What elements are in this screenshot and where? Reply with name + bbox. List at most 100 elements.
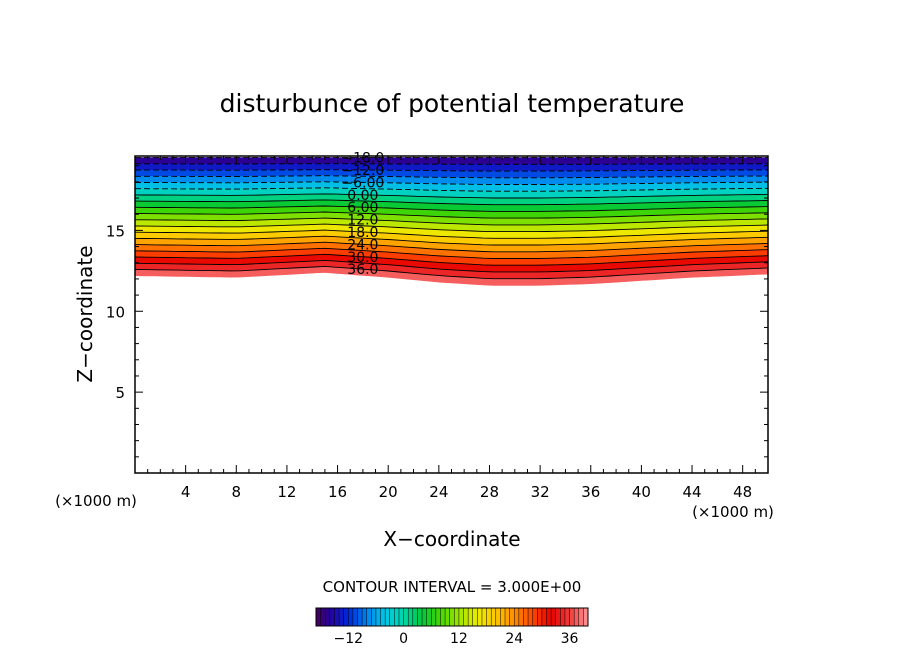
colorbar-tick-labels: −12 0 12 24 36 — [333, 631, 578, 647]
x-tick-labels: 4 8 12 16 20 24 28 32 36 40 44 48 — [181, 483, 752, 501]
contour-line — [135, 211, 768, 219]
contour-line — [135, 187, 768, 192]
colorbar-cell — [316, 608, 321, 626]
colorbar-cell — [422, 608, 427, 626]
colorbar-cell — [343, 608, 349, 626]
colorbar-cell — [375, 608, 381, 626]
colorbar-cell — [440, 608, 446, 626]
colorbar-cell — [574, 608, 580, 626]
colorbar-cell — [445, 608, 450, 626]
colorbar-cell — [500, 608, 506, 626]
contour-line — [135, 175, 768, 179]
colorbar-cell — [472, 608, 478, 626]
contour-label: 12.0 — [347, 213, 378, 229]
colorbar-cell — [486, 608, 492, 626]
contour-interval-text: CONTOUR INTERVAL = 3.000E+00 — [323, 578, 582, 596]
contour-label: 6.00 — [347, 200, 378, 216]
contour-label: 30.0 — [347, 250, 378, 266]
x-tick-label: 32 — [531, 483, 550, 501]
contour-label: −6.00 — [341, 175, 384, 191]
colorbar-cell — [463, 608, 469, 626]
colorbar-cell — [491, 608, 497, 626]
colorbar-tick-label: −12 — [333, 631, 363, 647]
x-tick-label: 40 — [632, 483, 651, 501]
colorbar-cell — [528, 608, 533, 626]
colorbar-cell — [537, 608, 543, 626]
colorbar-cell — [495, 608, 501, 626]
contour-label: 0.00 — [347, 188, 378, 204]
colorbar-cell — [417, 608, 423, 626]
contour-labels: −18.0−12.0−6.000.006.0012.018.024.030.03… — [341, 151, 384, 279]
colorbar-cell — [468, 608, 474, 626]
x-tick-label: 16 — [328, 483, 347, 501]
colorbar-cell — [380, 608, 386, 626]
colorbar-cell — [458, 608, 464, 626]
colorbar-cell — [435, 608, 441, 626]
colorbar-cell — [334, 608, 340, 626]
colorbar-cell — [560, 608, 566, 626]
colorbar-cell — [362, 608, 368, 626]
x-unit-label-left: (×1000 m) — [55, 492, 137, 510]
colorbar-cell — [564, 608, 570, 626]
x-tick-label: 36 — [581, 483, 600, 501]
colorbar-cell — [426, 608, 432, 626]
colorbar-cell — [578, 608, 584, 626]
colorbar-cell — [551, 608, 557, 626]
x-tick-label: 24 — [429, 483, 448, 501]
colorbar — [315, 608, 589, 626]
colorbar-cell — [389, 608, 395, 626]
contour-label: −12.0 — [341, 163, 384, 179]
colorbar-cell — [394, 608, 400, 626]
colorbar-cell — [352, 608, 358, 626]
colorbar-tick-label: 0 — [399, 631, 408, 647]
colorbar-cell — [329, 608, 335, 626]
contour-line — [135, 229, 768, 239]
contour-label: 36.0 — [347, 262, 378, 278]
x-tick-label: 12 — [277, 483, 296, 501]
colorbar-cell — [505, 608, 510, 626]
colorbar-cell — [431, 608, 437, 626]
colorbar-cell — [546, 608, 552, 626]
contour-line — [135, 259, 768, 273]
contour-line — [135, 247, 768, 259]
y-tick-labels: 5 10 15 — [106, 222, 125, 402]
colorbar-cell — [412, 608, 418, 626]
contour-line — [135, 199, 768, 206]
y-axis-label: Z−coordinate — [73, 245, 97, 382]
contour-label: 18.0 — [347, 225, 378, 241]
contour-line — [135, 217, 768, 226]
contour-line — [135, 265, 768, 280]
contour-line — [135, 181, 768, 185]
x-tick-label: 48 — [733, 483, 752, 501]
colorbar-cell — [348, 608, 354, 626]
contour-line — [135, 253, 768, 266]
colorbar-cell — [325, 608, 331, 626]
colorbar-cell — [320, 608, 326, 626]
colorbar-cell — [449, 608, 455, 626]
contour-line — [135, 205, 768, 212]
x-tick-label: 28 — [480, 483, 499, 501]
colorbar-tick-label: 36 — [561, 631, 579, 647]
colorbar-cell — [398, 608, 404, 626]
colorbar-tick-label: 24 — [505, 631, 523, 647]
colorbar-cell — [555, 608, 561, 626]
x-tick-label: 4 — [181, 483, 191, 501]
colorbar-cell — [454, 608, 460, 626]
colorbar-tick-label: 12 — [450, 631, 468, 647]
x-tick-label: 44 — [682, 483, 701, 501]
colorbar-cell — [408, 608, 414, 626]
colorbar-frame — [315, 607, 589, 627]
x-axis-label: X−coordinate — [383, 527, 520, 551]
colorbar-cell — [385, 608, 391, 626]
contour-line — [135, 241, 768, 253]
colorbar-cell — [339, 608, 344, 626]
x-tick-label: 20 — [379, 483, 398, 501]
contour-label: 24.0 — [347, 237, 378, 253]
colorbar-cell — [583, 608, 589, 626]
x-unit-label-right: (×1000 m) — [692, 503, 774, 521]
x-tick-label: 8 — [232, 483, 242, 501]
contour-line — [135, 235, 768, 246]
axis-ticks — [135, 156, 768, 473]
contour-line — [135, 163, 768, 165]
